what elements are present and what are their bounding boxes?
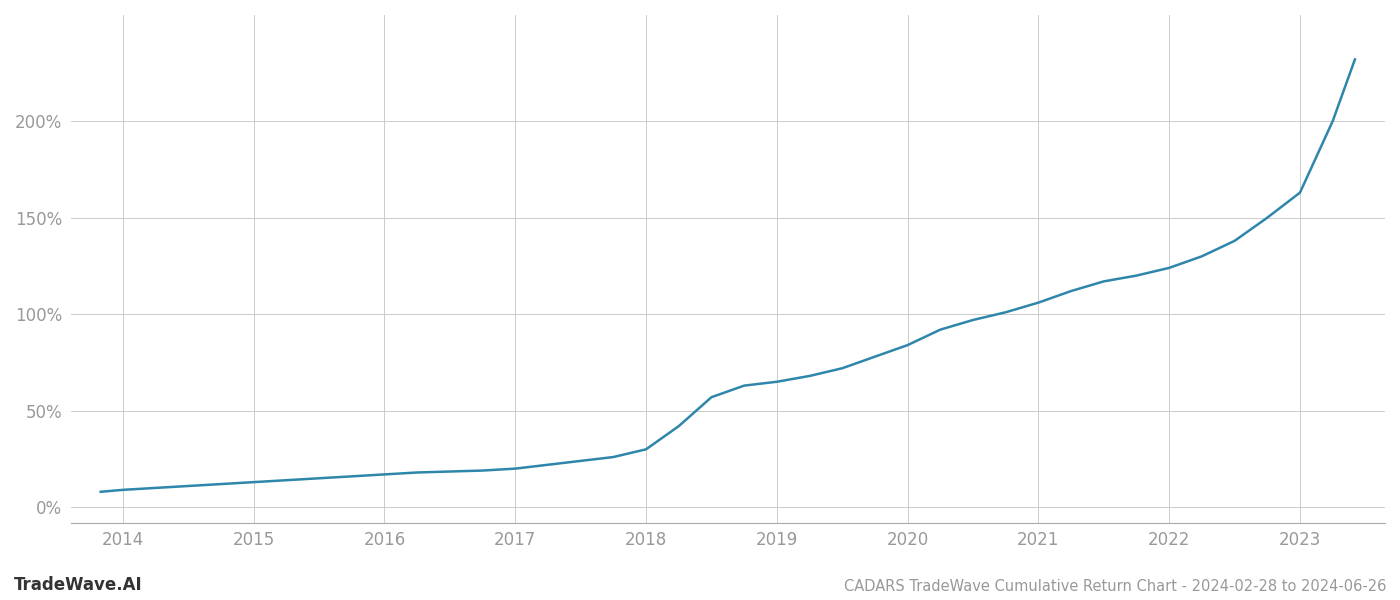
Text: TradeWave.AI: TradeWave.AI [14,576,143,594]
Text: CADARS TradeWave Cumulative Return Chart - 2024-02-28 to 2024-06-26: CADARS TradeWave Cumulative Return Chart… [844,579,1386,594]
